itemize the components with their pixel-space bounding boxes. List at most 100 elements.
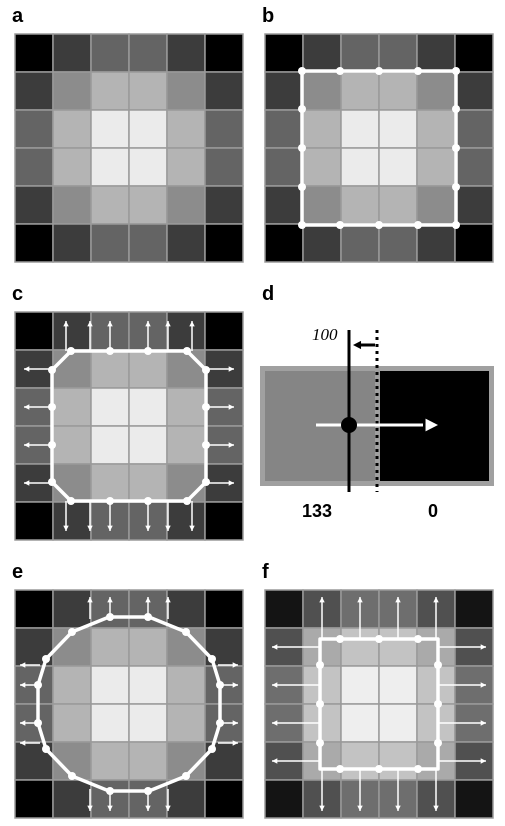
- arrow-head: [165, 597, 171, 603]
- contour-node: [144, 787, 152, 795]
- contour-node: [216, 719, 224, 727]
- pixel-cell: [14, 589, 54, 629]
- contour-node: [434, 739, 442, 747]
- pixel-cell: [166, 463, 206, 503]
- pixel-cell: [204, 627, 244, 667]
- pixel-grid: [14, 33, 244, 263]
- panel-label-d: d: [262, 283, 275, 305]
- pixel-cell: [340, 223, 380, 263]
- arrow-head: [107, 597, 113, 603]
- pixel-grid: [264, 33, 494, 263]
- contour-node: [298, 183, 306, 191]
- arrow-head: [433, 597, 439, 603]
- contour-node: [375, 221, 383, 229]
- pixel-cell: [378, 223, 418, 263]
- pixel-cell: [14, 223, 54, 263]
- pixel-cell: [204, 185, 244, 225]
- pixel-cell: [52, 665, 92, 705]
- pixel-cell: [166, 311, 206, 351]
- arrow-head: [63, 321, 69, 327]
- panel-label-b: b: [262, 5, 275, 27]
- arrow-head: [480, 720, 486, 726]
- pixel-cell: [128, 33, 168, 73]
- contour-node: [182, 628, 190, 636]
- contour-node: [202, 478, 210, 486]
- contour-node: [452, 183, 460, 191]
- pixel-cell: [128, 387, 168, 427]
- panel-a-grid: [14, 33, 244, 263]
- pixel-cell: [204, 223, 244, 263]
- pixel-cell: [166, 501, 206, 541]
- pixel-cell: [166, 779, 206, 819]
- arrow-head: [24, 366, 30, 372]
- contour-node: [68, 772, 76, 780]
- pixel-cell: [302, 147, 342, 187]
- pixel-cell: [14, 33, 54, 73]
- pixel-cell: [204, 779, 244, 819]
- pixel-cell: [90, 185, 130, 225]
- panel-f-grid: [264, 589, 494, 819]
- pixel-cell: [90, 665, 130, 705]
- arrow-head: [228, 404, 234, 410]
- pixel-cell: [166, 349, 206, 389]
- arrow-head: [87, 525, 93, 531]
- contour-node: [183, 497, 191, 505]
- contour-node: [336, 635, 344, 643]
- pixel-cell: [378, 33, 418, 73]
- contour-node: [452, 144, 460, 152]
- contour-node: [48, 478, 56, 486]
- contour-node: [414, 765, 422, 773]
- pixel-cell: [14, 147, 54, 187]
- pixel-cell: [52, 147, 92, 187]
- right-value-label: 0: [428, 501, 439, 521]
- pixel-cell: [340, 147, 380, 187]
- contour-node: [106, 787, 114, 795]
- pixel-cell: [52, 109, 92, 149]
- pixel-cell: [340, 185, 380, 225]
- arrow-head: [145, 597, 151, 603]
- pixel-cell: [378, 71, 418, 111]
- pixel-cell: [264, 779, 304, 819]
- contour-node: [298, 144, 306, 152]
- arrow-head: [20, 662, 26, 668]
- arrow-head: [228, 480, 234, 486]
- expanded-contour: [318, 637, 440, 771]
- arrow-head: [165, 321, 171, 327]
- arrow-head: [63, 525, 69, 531]
- pixel-cell: [90, 703, 130, 743]
- arrow-head: [107, 321, 113, 327]
- pixel-cell: [166, 387, 206, 427]
- pixel-cell: [166, 425, 206, 465]
- arrow-head: [24, 480, 30, 486]
- arrow-head: [165, 805, 171, 811]
- pixel-cell: [128, 665, 168, 705]
- pixel-cell: [264, 185, 304, 225]
- contour-node: [182, 772, 190, 780]
- contour-node: [67, 347, 75, 355]
- pixel-cell: [302, 185, 342, 225]
- pixel-cell: [52, 33, 92, 73]
- contour-node: [202, 441, 210, 449]
- pixel-cell: [378, 185, 418, 225]
- pixel-cell: [166, 147, 206, 187]
- contour-node: [34, 681, 42, 689]
- arrow-head: [272, 644, 278, 650]
- pixel-cell: [52, 311, 92, 351]
- pixel-cell: [14, 109, 54, 149]
- pixel-cell: [166, 665, 206, 705]
- arrow-head: [87, 321, 93, 327]
- gradient-arrow-head: [425, 418, 438, 432]
- contour-node: [452, 221, 460, 229]
- contour-node: [434, 700, 442, 708]
- pixel-cell: [90, 627, 130, 667]
- pixel-cell: [378, 703, 418, 743]
- pixel-cell: [454, 33, 494, 73]
- threshold-label: 100: [312, 325, 338, 344]
- contour-node: [208, 745, 216, 753]
- pixel-cell: [14, 501, 54, 541]
- arrow-head: [272, 682, 278, 688]
- pixel-cell: [14, 71, 54, 111]
- contour-node: [202, 366, 210, 374]
- panel-c-grid: [14, 311, 244, 541]
- contour-node: [144, 497, 152, 505]
